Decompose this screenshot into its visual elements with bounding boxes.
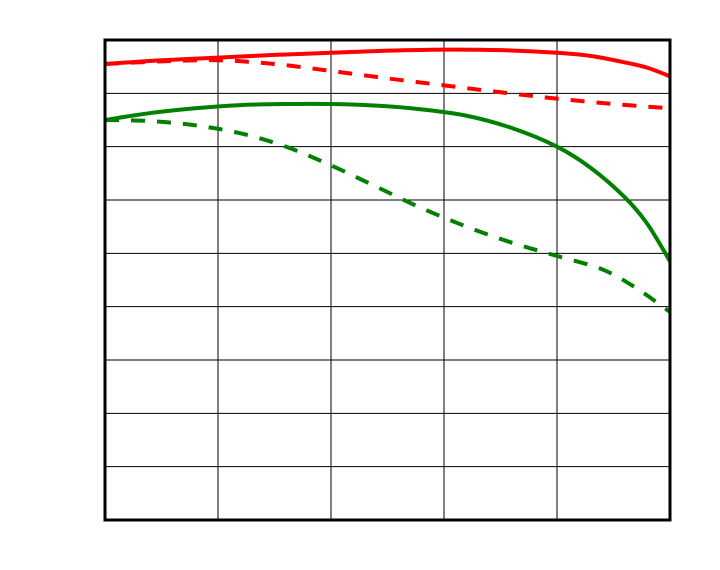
line-chart xyxy=(0,0,720,570)
